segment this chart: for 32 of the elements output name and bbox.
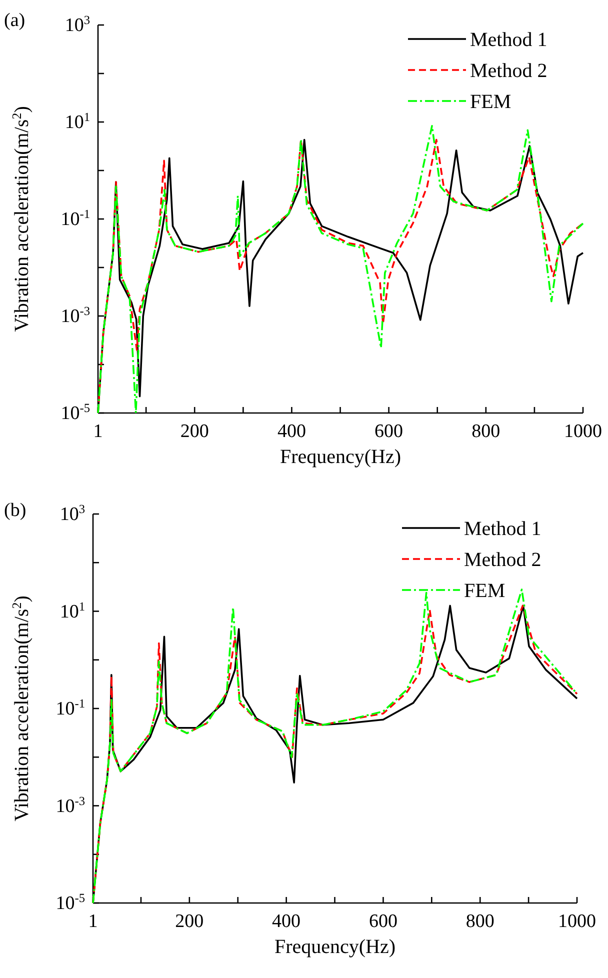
x-tick-label: 800 xyxy=(472,421,500,442)
legend-label: Method 2 xyxy=(470,60,548,82)
x-tick-label: 200 xyxy=(175,911,204,932)
y-tick-label: 10$^{3}$ xyxy=(64,13,90,36)
legend-label: Method 1 xyxy=(464,518,542,540)
y-tick-label: 10$^{-1}$ xyxy=(56,696,85,720)
legend-label: Method 2 xyxy=(464,549,542,571)
y-tick-label: 10$^{-5}$ xyxy=(60,401,90,424)
x-axis-title: Frequency(Hz) xyxy=(274,936,396,958)
y-tick-label: 10$^{-3}$ xyxy=(56,794,85,817)
x-tick-label: 1000 xyxy=(558,911,596,932)
x-tick-label: 1 xyxy=(88,911,98,932)
chart-title: (a) xyxy=(4,10,26,31)
y-tick-label: 10$^{1}$ xyxy=(60,599,85,622)
y-tick-label: 10$^{-1}$ xyxy=(60,207,90,230)
x-tick-label: 1000 xyxy=(564,421,602,442)
x-tick-label: 800 xyxy=(466,911,494,932)
y-tick-label: 10$^{-5}$ xyxy=(56,891,85,914)
x-tick-label: 400 xyxy=(277,421,306,442)
legend-label: FEM xyxy=(470,91,512,113)
x-tick-label: 1 xyxy=(93,421,103,442)
chart-title: (b) xyxy=(4,500,26,521)
y-tick-label: 10$^{-3}$ xyxy=(60,304,90,327)
x-tick-label: 400 xyxy=(272,911,301,932)
x-axis-title: Frequency(Hz) xyxy=(280,446,402,468)
y-tick-label: 10$^{1}$ xyxy=(64,110,90,133)
x-tick-label: 600 xyxy=(374,421,404,442)
y-tick-label: 10$^{3}$ xyxy=(60,502,85,525)
x-tick-label: 600 xyxy=(368,911,398,932)
x-tick-label: 200 xyxy=(180,421,209,442)
legend-label: FEM xyxy=(464,580,506,602)
legend-label: Method 1 xyxy=(470,29,548,51)
